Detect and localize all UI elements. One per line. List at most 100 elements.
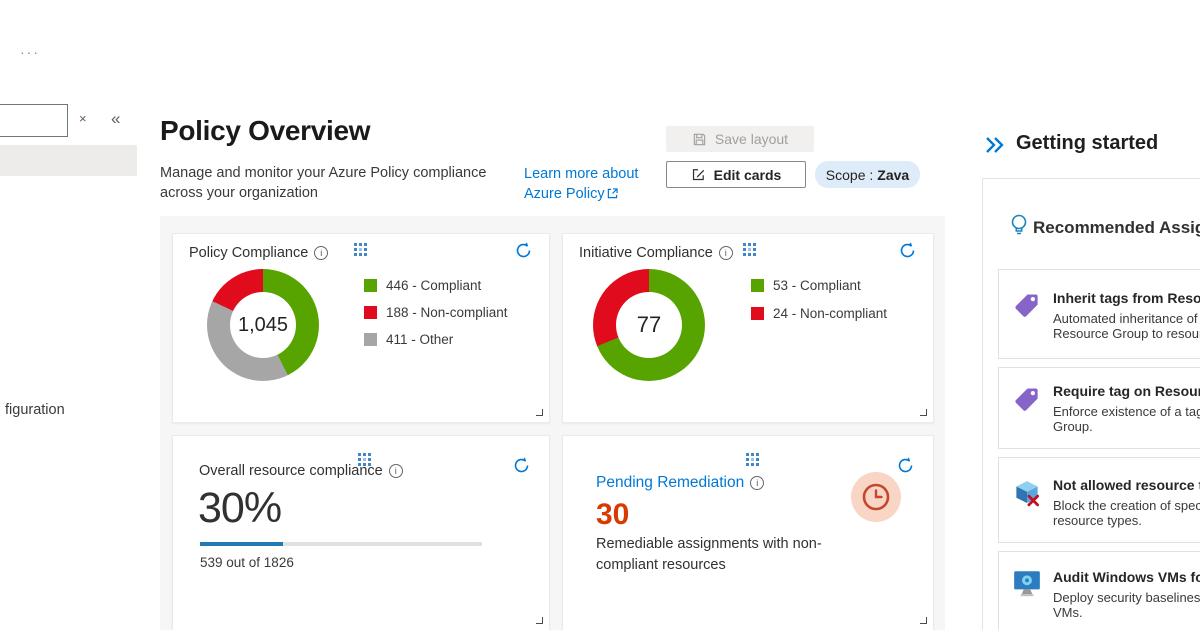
legend-swatch-noncompliant xyxy=(751,307,764,320)
rec-item-desc: Deploy security baselines xyxy=(1053,590,1200,605)
legend-label: 188 - Non-compliant xyxy=(386,305,508,320)
refresh-icon[interactable] xyxy=(898,241,917,265)
card-title: Policy Compliance i xyxy=(189,245,329,261)
refresh-icon[interactable] xyxy=(514,241,533,265)
tag-icon xyxy=(1012,290,1042,325)
pending-count: 30 xyxy=(596,498,630,531)
pending-remediation-link[interactable]: Pending Remediation i xyxy=(596,474,765,492)
pending-remediation-title: Pending Remediation xyxy=(596,474,745,491)
overall-compliance-title: Overall resource compliance xyxy=(199,463,383,479)
edit-icon xyxy=(692,169,704,181)
legend-swatch-noncompliant xyxy=(364,306,377,319)
info-icon[interactable]: i xyxy=(718,246,733,260)
learn-more-link[interactable]: Learn more about Azure Policy xyxy=(524,164,648,204)
legend-item: 446 - Compliant xyxy=(364,278,481,293)
legend-label: 411 - Other xyxy=(386,332,454,347)
compliance-percentage: 30% xyxy=(198,484,282,532)
legend-item: 24 - Non-compliant xyxy=(751,306,887,321)
getting-started-heading: Getting started xyxy=(1016,132,1159,154)
save-layout-button[interactable]: Save layout xyxy=(666,126,814,152)
resize-handle[interactable] xyxy=(536,409,543,416)
recommended-assignments-heading: Recommended Assign xyxy=(1033,218,1200,237)
policy-compliance-donut[interactable]: 1,045 xyxy=(207,269,319,381)
rec-item-desc: Automated inheritance of xyxy=(1053,311,1198,326)
collapse-sidebar-icon[interactable]: « xyxy=(111,109,121,128)
overall-compliance-card: Overall resource compliance i 30% 539 ou… xyxy=(172,435,550,630)
clock-icon xyxy=(862,483,890,511)
pending-remediation-card: Pending Remediation i 30 Remediable assi… xyxy=(562,435,934,630)
legend-label: 446 - Compliant xyxy=(386,278,482,293)
drag-handle-icon[interactable] xyxy=(358,453,371,466)
resize-handle[interactable] xyxy=(920,617,927,624)
refresh-icon[interactable] xyxy=(896,456,915,480)
legend-item: 188 - Non-compliant xyxy=(364,305,508,320)
pending-clock-badge xyxy=(851,472,901,522)
edit-cards-label: Edit cards xyxy=(713,166,782,183)
rec-item-desc: Resource Group to resour xyxy=(1053,326,1200,341)
compliance-progress-bar xyxy=(200,542,482,546)
compliance-progress-fill xyxy=(200,542,284,546)
pending-description: Remediable assignments with non-complian… xyxy=(596,536,822,573)
lightbulb-icon xyxy=(1007,213,1031,245)
scope-pill[interactable]: Scope : Zava xyxy=(815,161,920,188)
info-icon[interactable]: i xyxy=(750,476,765,490)
resize-handle[interactable] xyxy=(536,617,543,624)
rec-item-title: Inherit tags from Resou xyxy=(1053,290,1200,306)
scope-value: Zava xyxy=(877,166,910,183)
getting-started-panel: Recommended Assign Inherit tags from Res… xyxy=(982,178,1200,630)
rec-item-desc: resource types. xyxy=(1053,513,1142,528)
external-link-icon xyxy=(607,188,618,199)
legend-swatch-compliant xyxy=(364,279,377,292)
page-subtitle: Manage and monitor your Azure Policy com… xyxy=(160,165,487,201)
resize-handle[interactable] xyxy=(920,409,927,416)
save-icon xyxy=(693,133,706,145)
tag-icon xyxy=(1012,384,1042,419)
learn-more-label: Learn more about Azure Policy xyxy=(524,166,639,202)
scope-label: Scope : xyxy=(825,166,874,183)
recommended-item-require-tag[interactable]: Require tag on Resourc Enforce existence… xyxy=(998,367,1200,449)
recommended-item-inherit-tags[interactable]: Inherit tags from Resou Automated inheri… xyxy=(998,269,1200,359)
rec-item-title: Audit Windows VMs fo xyxy=(1053,569,1200,585)
rec-item-desc: Group. xyxy=(1053,419,1093,434)
rec-item-desc: Enforce existence of a tag xyxy=(1053,404,1200,419)
legend-label: 24 - Non-compliant xyxy=(773,306,888,321)
drag-handle-icon[interactable] xyxy=(354,243,367,256)
expand-panel-icon[interactable] xyxy=(983,133,1007,162)
donut-total: 77 xyxy=(616,292,682,358)
legend-swatch-compliant xyxy=(751,279,764,292)
clear-search-icon[interactable]: × xyxy=(79,111,87,126)
info-icon[interactable]: i xyxy=(388,464,403,478)
drag-handle-icon[interactable] xyxy=(746,453,759,466)
card-title: Overall resource compliance i xyxy=(199,463,403,479)
recommended-item-audit-windows-vms[interactable]: Audit Windows VMs fo Deploy security bas… xyxy=(998,551,1200,630)
blocked-cube-icon xyxy=(1012,478,1042,513)
card-title: Initiative Compliance i xyxy=(579,245,733,261)
refresh-icon[interactable] xyxy=(512,456,531,480)
page-title: Policy Overview xyxy=(160,115,371,146)
legend-item: 411 - Other xyxy=(364,332,453,347)
rec-item-desc: VMs. xyxy=(1053,605,1083,620)
save-layout-label: Save layout xyxy=(714,131,789,147)
info-icon[interactable]: i xyxy=(314,246,329,260)
initiative-compliance-card: Initiative Compliance i 77 53 - Complian… xyxy=(562,233,934,423)
policy-compliance-title: Policy Compliance xyxy=(189,245,309,261)
rec-item-desc: Block the creation of spec xyxy=(1053,498,1200,513)
rec-item-title: Require tag on Resourc xyxy=(1053,383,1200,399)
compliance-ratio-caption: 539 out of 1826 xyxy=(200,555,294,570)
vm-monitor-icon xyxy=(1012,568,1042,603)
sidebar-filter-input[interactable] xyxy=(0,104,68,137)
initiative-compliance-donut[interactable]: 77 xyxy=(593,269,705,381)
legend-swatch-other xyxy=(364,333,377,346)
policy-compliance-card: Policy Compliance i 1,045 446 - Complian… xyxy=(172,233,550,423)
drag-handle-icon[interactable] xyxy=(743,243,756,256)
legend-label: 53 - Compliant xyxy=(773,278,861,293)
initiative-compliance-title: Initiative Compliance xyxy=(579,245,713,261)
edit-cards-button[interactable]: Edit cards xyxy=(666,161,806,188)
sidebar-item-configuration[interactable]: figuration xyxy=(5,402,65,418)
sidebar-selected-item[interactable] xyxy=(0,145,137,176)
ellipsis-menu-icon[interactable]: ··· xyxy=(20,44,40,60)
legend-item: 53 - Compliant xyxy=(751,278,861,293)
recommended-item-not-allowed-resources[interactable]: Not allowed resource t Block the creatio… xyxy=(998,457,1200,543)
donut-total: 1,045 xyxy=(230,292,296,358)
